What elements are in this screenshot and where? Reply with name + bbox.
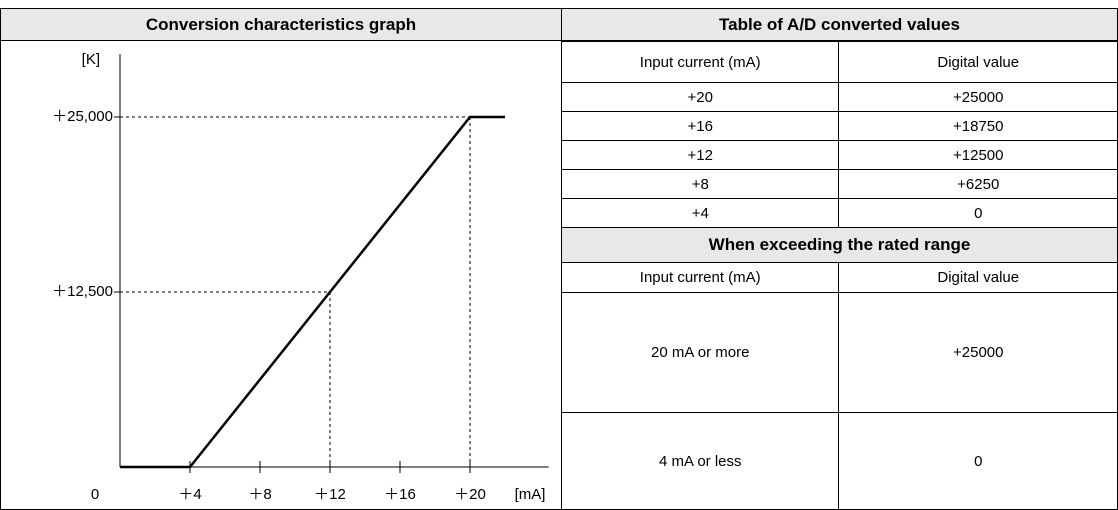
characteristic-line <box>120 115 505 469</box>
cell: +20 <box>560 82 840 112</box>
x-tick-label: ＋12 <box>314 486 346 503</box>
cell: +12 <box>560 140 840 170</box>
cell: Digital value <box>838 41 1118 83</box>
cell: Input current (mA) <box>560 41 840 83</box>
cell: 4 mA or less <box>560 412 840 510</box>
cell: 0 <box>838 198 1118 228</box>
cell: +6250 <box>838 169 1118 199</box>
cell: Input current (mA) <box>560 262 840 293</box>
cell: +12500 <box>838 140 1118 170</box>
cell: +4 <box>560 198 840 228</box>
cell: +25000 <box>838 292 1118 413</box>
cell: +8 <box>560 169 840 199</box>
origin-label: 0 <box>91 486 99 503</box>
conversion-table: Input current (mA) Digital value +20 +2500… <box>560 41 1118 510</box>
cell: +18750 <box>838 111 1118 141</box>
y-tick-label: ＋25,000 <box>52 108 113 125</box>
x-tick-label: ＋8 <box>248 486 271 503</box>
cell: +25000 <box>838 82 1118 112</box>
x-unit: [mA] <box>515 486 546 503</box>
y-tick-label: ＋12,500 <box>52 283 113 300</box>
cell: 0 <box>838 412 1118 510</box>
table-title: Table of A/D converted values <box>561 8 1118 41</box>
graph: [K] [mA] 0 ＋4 ＋8 ＋12 ＋16 ＋20 ＋12,500 ＋25,000 <box>52 51 549 503</box>
x-tick-label: ＋4 <box>178 486 201 503</box>
x-tick-label: ＋20 <box>454 486 486 503</box>
graph-title: Conversion characteristics graph <box>0 8 562 41</box>
subheader: When exceeding the rated range <box>561 227 1118 263</box>
y-unit: [K] <box>82 51 100 68</box>
cell: 20 mA or more <box>560 292 840 413</box>
x-tick-label: ＋16 <box>384 486 416 503</box>
cell: Digital value <box>838 262 1118 293</box>
cell: +16 <box>560 111 840 141</box>
